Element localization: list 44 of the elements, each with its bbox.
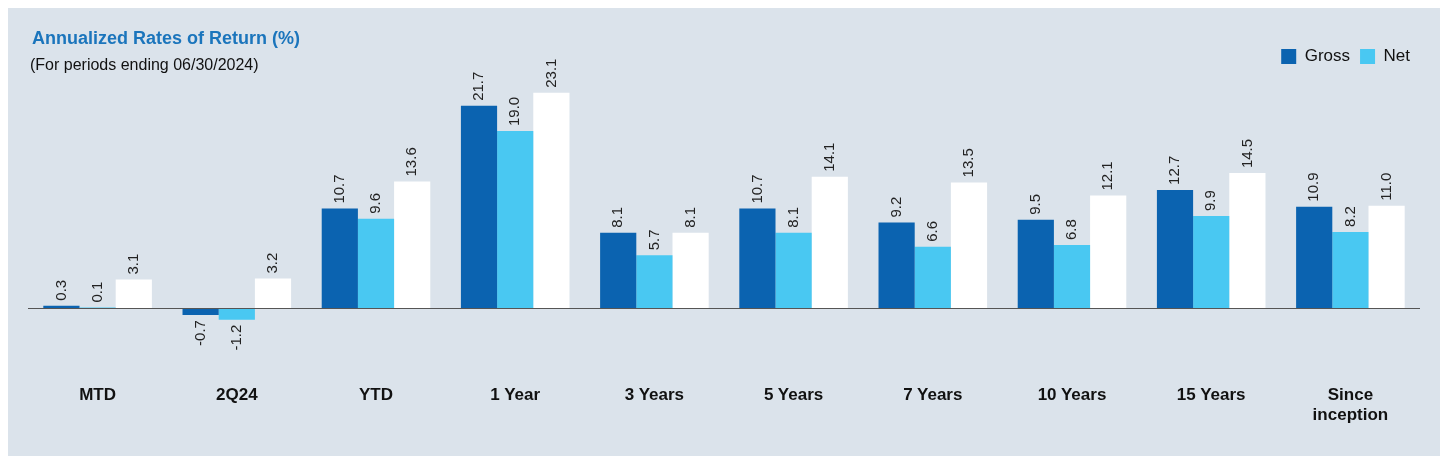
data-label: 14.1: [819, 142, 837, 172]
x-tick-label: MTD: [79, 385, 117, 405]
data-label: 9.5: [1025, 193, 1043, 215]
x-tick-label: 2Q24: [216, 385, 259, 405]
data-label: 8.2: [1340, 206, 1358, 227]
data-label: 13.5: [959, 148, 977, 178]
x-tick-label: 10 Years: [1037, 385, 1107, 405]
data-label: 3.1: [123, 253, 141, 275]
x-tick-label: 15 Years: [1176, 385, 1246, 405]
data-label: 21.7: [469, 71, 487, 101]
data-label: 9.2: [886, 196, 904, 218]
data-label: 0.1: [87, 281, 105, 303]
data-label: 11.0: [1376, 172, 1394, 201]
data-label: 8.1: [608, 206, 626, 228]
legend-label: Net: [1383, 46, 1411, 66]
data-label: 8.1: [783, 206, 801, 228]
legend-label: Gross: [1304, 46, 1351, 66]
data-label: 12.7: [1165, 155, 1183, 185]
x-tick-label: 5 Years: [763, 385, 824, 405]
data-label: -1.2: [226, 324, 244, 351]
data-label: 9.6: [366, 192, 384, 214]
data-label: 12.1: [1098, 161, 1116, 191]
x-tick-label: 3 Years: [624, 385, 685, 405]
data-label: 6.6: [922, 221, 940, 242]
data-label: 5.7: [644, 229, 662, 251]
x-tick-label: Since inception: [1312, 385, 1389, 425]
data-label: 13.6: [402, 147, 420, 177]
data-label: 6.8: [1062, 219, 1080, 240]
chart-title: Annualized Rates of Return (%): [32, 28, 301, 49]
data-label: 8.1: [680, 206, 698, 228]
data-label: 0.3: [51, 279, 69, 301]
data-label: 23.1: [541, 58, 559, 88]
x-tick-label: YTD: [359, 385, 393, 405]
data-label: 10.7: [747, 174, 765, 204]
data-label: 9.9: [1201, 190, 1219, 212]
chart-subtitle: (For periods ending 06/30/2024): [30, 56, 259, 74]
x-tick-label: 1 Year: [490, 385, 541, 405]
data-label: 14.5: [1237, 138, 1255, 169]
x-tick-label: 7 Years: [903, 385, 963, 405]
data-label: -0.7: [190, 320, 208, 346]
data-label: 10.7: [329, 174, 347, 204]
data-label: 3.2: [263, 252, 281, 274]
data-label: 10.9: [1304, 172, 1322, 202]
data-label: 19.0: [505, 96, 523, 127]
